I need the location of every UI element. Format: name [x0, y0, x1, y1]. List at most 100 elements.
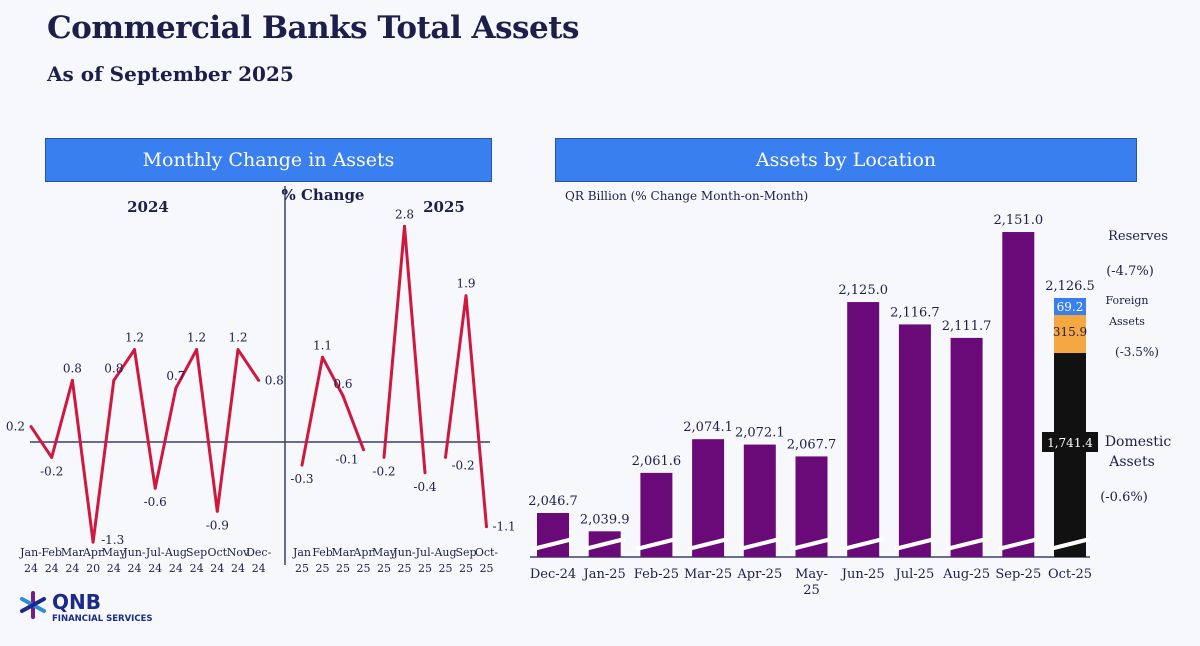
x-tick-label: Aug-25	[942, 567, 990, 582]
data-point	[362, 448, 365, 452]
x-tick-label: Mar	[61, 546, 85, 559]
bar-value-label: 2,151.0	[993, 213, 1043, 228]
x-tick-label: Jul-	[145, 546, 165, 559]
bar-value-label: 2,116.7	[890, 305, 940, 320]
x-tick-label: 24	[148, 562, 162, 575]
x-tick-label: Apr-25	[736, 567, 782, 582]
monthly-change-header: Monthly Change in Assets	[45, 138, 492, 182]
x-tick-label: 25	[459, 562, 473, 575]
domestic-label-box	[1042, 432, 1098, 452]
x-tick-label: Jan-25	[582, 567, 626, 582]
data-point	[485, 525, 488, 529]
data-label: -0.2	[40, 464, 63, 478]
bar-value-label: 2,074.1	[683, 420, 733, 435]
bar-value-label: 2,046.7	[528, 494, 578, 509]
axis-break-mark	[687, 537, 729, 551]
legend-reserves: Reserves	[1108, 229, 1168, 244]
x-tick-label: 25	[480, 562, 494, 575]
x-tick-label: Feb-25	[634, 567, 679, 582]
bar-value-label: 2,111.7	[942, 319, 992, 334]
bar-value-label: 2,039.9	[580, 512, 630, 527]
axis-break-mark	[842, 537, 884, 551]
x-tick-label: 25	[439, 562, 453, 575]
domestic-value: 1,741.4	[1047, 436, 1093, 450]
y-axis-label: QR Billion (% Change Month-on-Month)	[565, 189, 808, 203]
x-tick-label: 24	[24, 562, 38, 575]
axis-break-mark	[997, 537, 1039, 551]
data-point	[70, 378, 74, 382]
x-tick-label: Jan	[292, 546, 311, 559]
x-tick-label: 24	[65, 562, 79, 575]
x-tick-label: Sep-25	[995, 567, 1041, 582]
x-tick-label: Jun-25	[840, 567, 885, 582]
bar-Mar-25	[692, 439, 725, 557]
data-point	[112, 378, 116, 382]
page-subtitle: As of September 2025	[47, 62, 294, 86]
bar-Jul-25	[898, 324, 931, 557]
bar-Aug-25	[950, 337, 983, 557]
bar-Sep-25	[1002, 232, 1035, 557]
x-tick-label: Oct	[207, 546, 227, 559]
data-point	[341, 394, 345, 398]
x-tick-label: 24	[169, 562, 183, 575]
data-point	[300, 463, 304, 467]
x-tick-label: Mar	[331, 546, 355, 559]
data-point	[29, 425, 33, 429]
x-tick-label: Dec-24	[530, 567, 576, 582]
x-tick-label: 24	[231, 562, 245, 575]
x-tick-label: May	[102, 546, 127, 559]
series-line-2025	[444, 294, 488, 527]
axis-break-mark	[894, 537, 936, 551]
x-tick-label: Apr	[352, 546, 374, 559]
x-tick-label: 25	[336, 562, 350, 575]
bar-value-label: 2,061.6	[632, 454, 682, 469]
x-tick-label: Oct-25	[1048, 567, 1092, 582]
data-point	[382, 455, 386, 459]
x-tick-label: Jun-	[122, 546, 146, 559]
x-tick-label: 24	[128, 562, 142, 575]
legend-domestic: Domestic	[1105, 434, 1172, 450]
domestic-change: (-0.6%)	[1100, 490, 1148, 505]
x-tick-label: Dec-	[246, 546, 271, 559]
x-tick-label: 25	[316, 562, 330, 575]
reserves-change: (-4.7%)	[1106, 264, 1154, 279]
data-label: 1.2	[187, 331, 206, 345]
bar-value-label: 2,067.7	[787, 437, 837, 452]
data-label: 1.1	[313, 338, 332, 352]
data-label: 0.8	[63, 361, 82, 375]
data-point	[133, 348, 136, 352]
data-label: 2.8	[395, 207, 414, 221]
bar-value-label: 2,072.1	[735, 426, 785, 441]
x-tick-label: 25	[377, 562, 391, 575]
data-label: 1.2	[228, 331, 247, 345]
x-tick-label: Feb	[312, 546, 333, 559]
axis-break-mark	[739, 537, 781, 551]
data-point	[464, 294, 468, 298]
x-tick-label: 24	[190, 562, 204, 575]
data-label: -1.3	[101, 533, 124, 547]
x-tick-label: 24	[45, 562, 59, 575]
data-point	[215, 509, 219, 513]
x-tick-label: Aug	[164, 546, 187, 559]
data-label: -0.6	[144, 495, 167, 509]
x-tick-label: 25	[803, 583, 820, 598]
logo-subtitle: FINANCIAL SERVICES	[52, 614, 153, 624]
x-tick-label: Sep	[455, 546, 476, 559]
x-tick-label: 24	[252, 562, 266, 575]
x-tick-label: Jul-	[415, 546, 435, 559]
legend-foreign: Assets	[1108, 315, 1145, 328]
foreign-change: (-3.5%)	[1115, 345, 1159, 359]
x-tick-label: 24	[107, 562, 121, 575]
year-label-2024: 2024	[127, 198, 169, 216]
data-point	[50, 455, 54, 459]
x-tick-label: Aug	[433, 546, 456, 559]
bar-Jun-25	[847, 302, 880, 557]
x-tick-label: 20	[86, 562, 100, 575]
x-tick-label: Oct-	[475, 546, 499, 559]
year-label-2025: 2025	[423, 198, 465, 216]
x-tick-label: Jul-25	[894, 567, 935, 582]
data-label: -0.3	[290, 472, 313, 486]
x-tick-label: Apr	[82, 546, 104, 559]
data-label: 0.8	[265, 373, 284, 387]
data-label: -0.2	[452, 458, 475, 472]
